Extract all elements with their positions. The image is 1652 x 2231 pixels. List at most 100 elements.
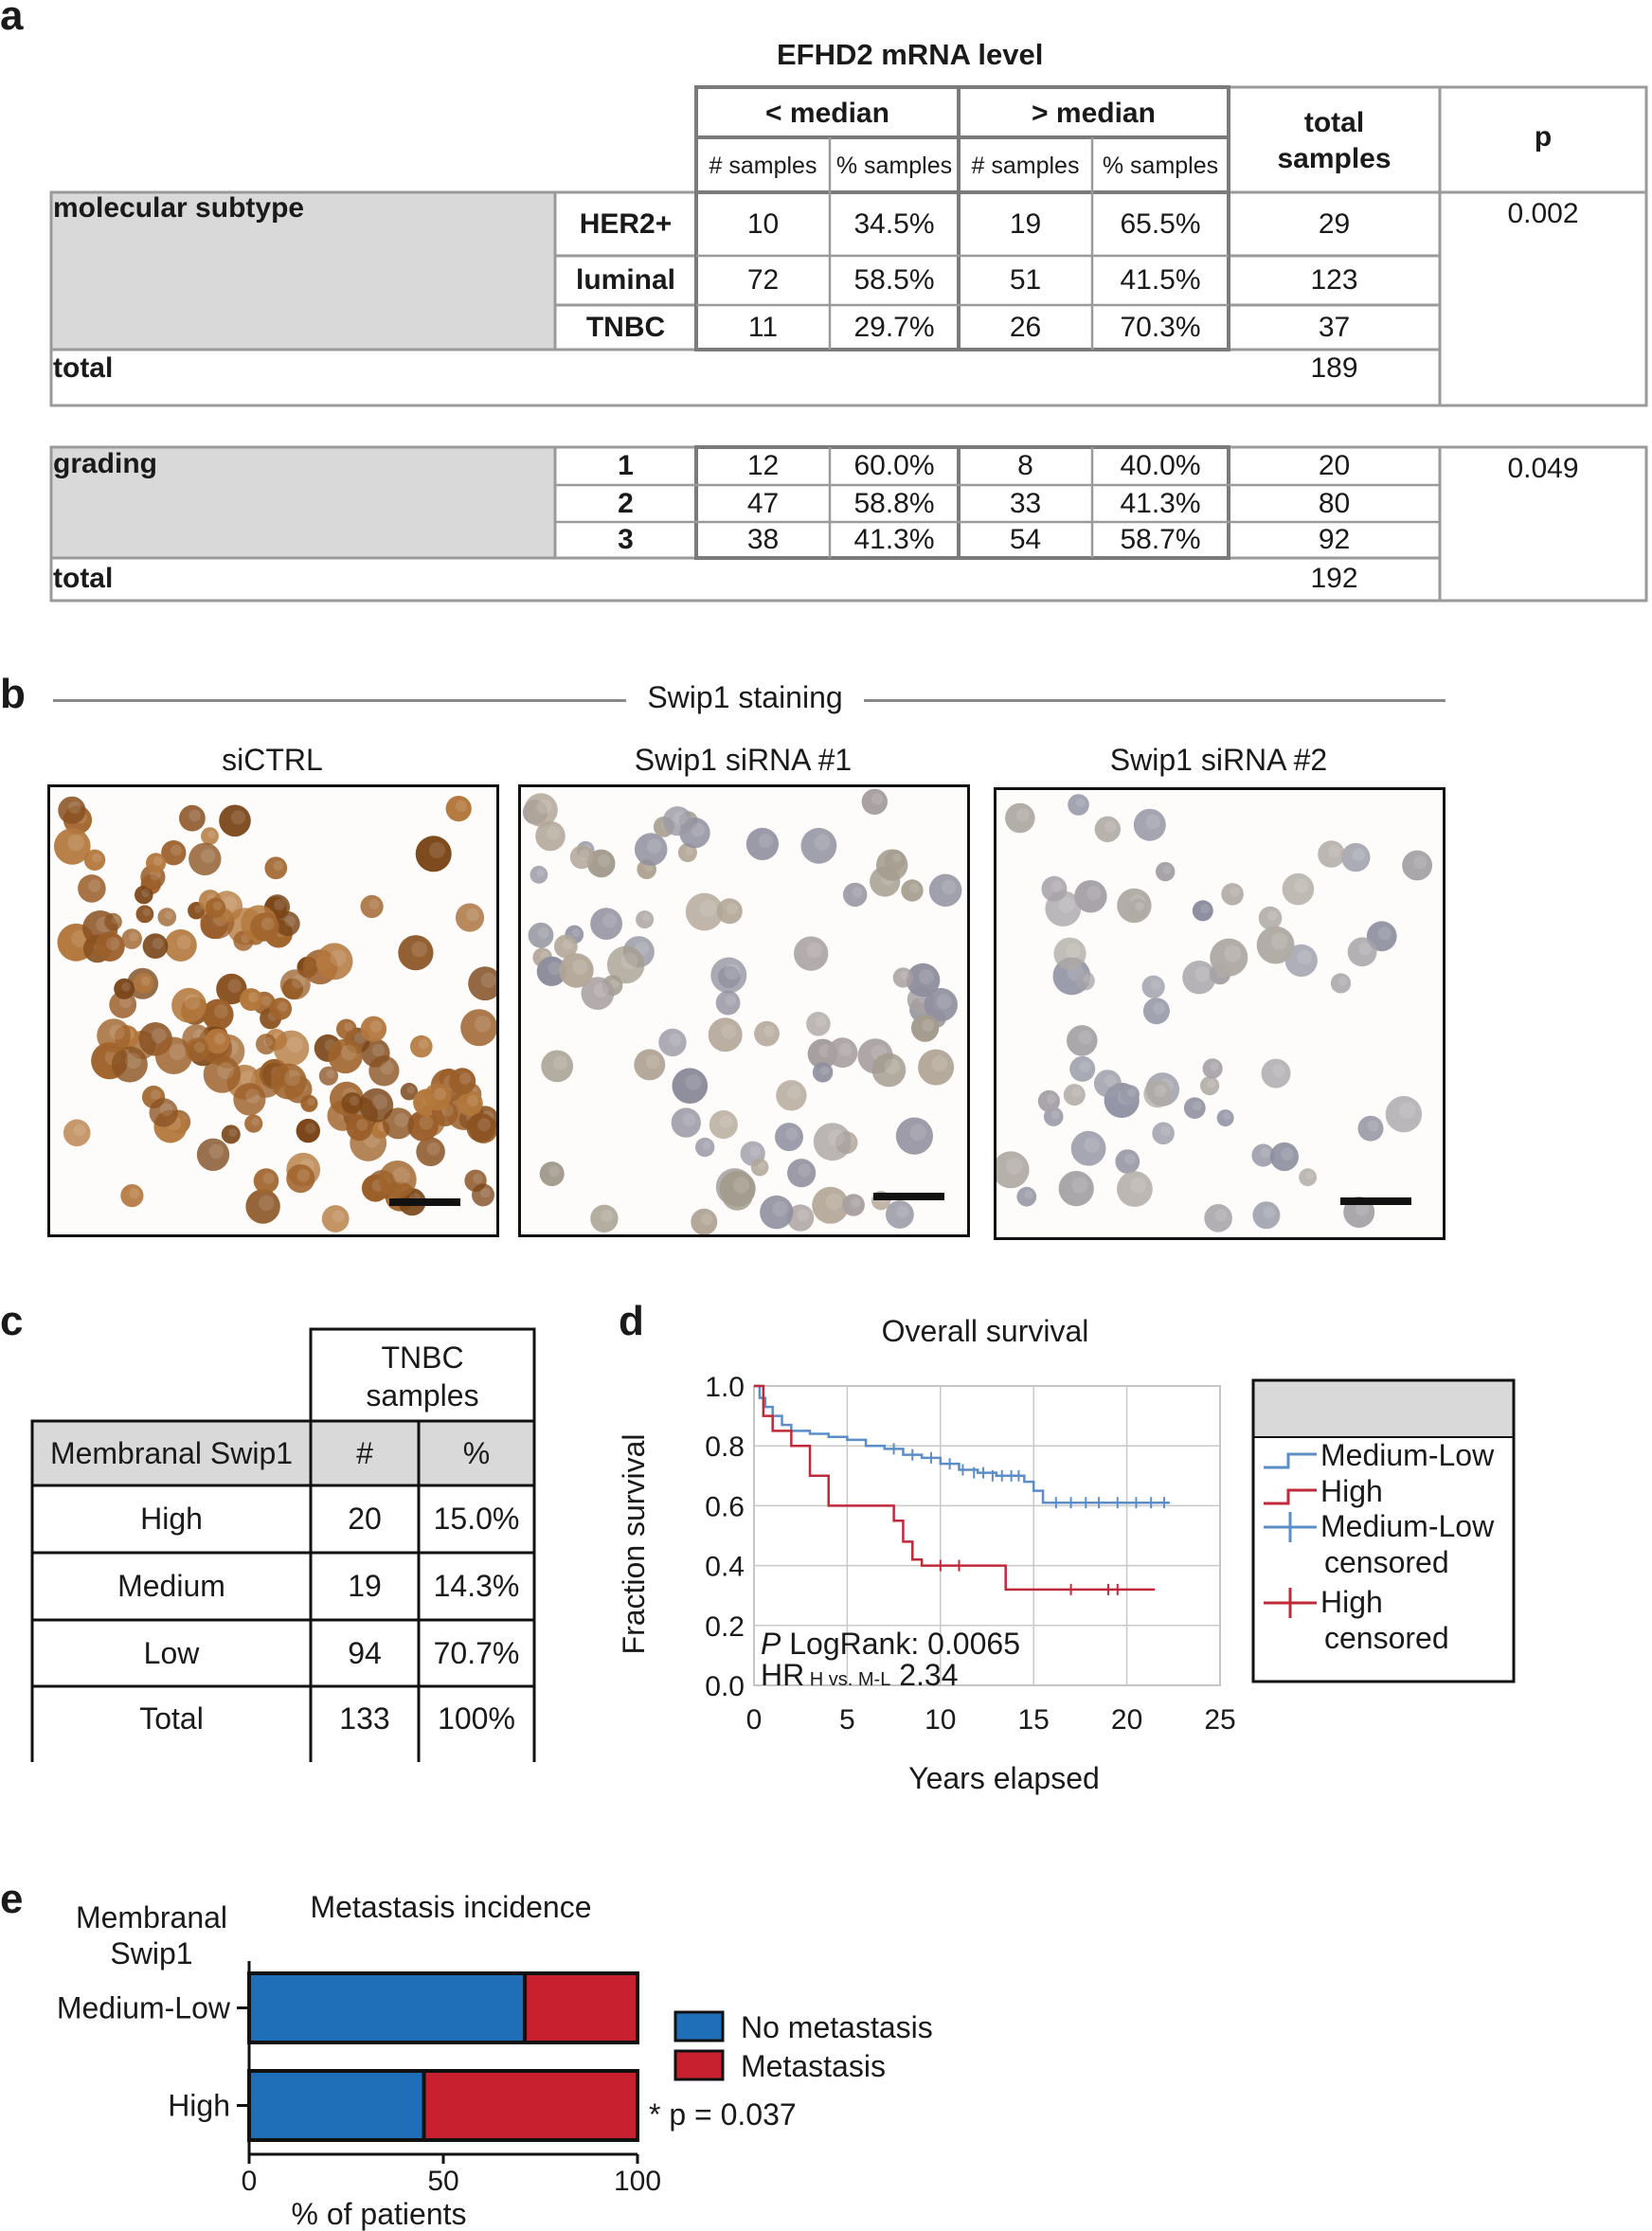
- cell-highlight: [1266, 910, 1278, 922]
- stained-cell: [1120, 1085, 1140, 1105]
- cell-highlight: [251, 1117, 260, 1126]
- cell-highlight: [1160, 1125, 1171, 1137]
- cell-highlight: [141, 889, 151, 897]
- stained-cell: [806, 1012, 831, 1036]
- panel-c-letter: c: [0, 1298, 24, 1344]
- table-cell: 19: [1009, 207, 1042, 240]
- stained-cell: [114, 978, 135, 999]
- stained-cell: [318, 1066, 338, 1086]
- stained-cell: [662, 806, 692, 837]
- p-header: p: [1534, 121, 1553, 153]
- cell-highlight: [1135, 902, 1144, 911]
- table-cell: 20: [348, 1502, 382, 1536]
- cell-highlight: [67, 834, 84, 852]
- stained-cell: [1142, 998, 1170, 1025]
- cell-highlight: [1377, 926, 1392, 941]
- stained-cell: [843, 882, 868, 908]
- cell-highlight: [1145, 814, 1160, 829]
- stained-cell: [1221, 883, 1244, 906]
- stained-cell: [541, 1050, 574, 1083]
- stained-cell: [154, 1036, 193, 1074]
- cell-highlight: [598, 854, 611, 868]
- cell-highlight: [892, 853, 902, 863]
- stained-cell: [524, 793, 558, 827]
- cell-highlight: [159, 1103, 173, 1117]
- stained-cell: [1318, 840, 1345, 868]
- stained-cell: [1282, 873, 1315, 906]
- stained-cell: [1127, 898, 1148, 919]
- stained-cell: [196, 1138, 230, 1171]
- y-tick-label: 0.0: [705, 1671, 745, 1702]
- cell-highlight: [171, 844, 182, 856]
- stained-cell: [164, 928, 197, 962]
- row-medium-label: Medium: [117, 1569, 225, 1603]
- cell-highlight: [1078, 1030, 1092, 1045]
- table-cell: 12: [746, 450, 780, 481]
- cell-highlight: [189, 809, 201, 822]
- stained-cell: [671, 1107, 701, 1138]
- category-label: High: [168, 2089, 230, 2123]
- cell-highlight: [721, 1023, 737, 1039]
- table-cell: 133: [339, 1701, 390, 1736]
- cell-highlight: [702, 1141, 711, 1150]
- cell-highlight: [426, 1142, 440, 1156]
- molecular-subtype-label: molecular subtype: [53, 192, 305, 224]
- cell-highlight: [380, 1061, 394, 1075]
- table-cell: 51: [1009, 264, 1042, 296]
- panel-a-table-lines: [49, 85, 1648, 603]
- stained-cell: [634, 1049, 666, 1081]
- legend-label: Medium-Low: [1320, 1509, 1495, 1543]
- stained-cell: [719, 1170, 756, 1207]
- grade-2: 2: [618, 487, 634, 519]
- stained-cell: [121, 928, 142, 949]
- cell-highlight: [455, 800, 467, 812]
- cell-highlight: [757, 1161, 766, 1170]
- stained-cell: [368, 1055, 400, 1087]
- cell-highlight: [699, 899, 717, 917]
- legend-label: No metastasis: [741, 2010, 933, 2044]
- cell-highlight: [1130, 1177, 1147, 1194]
- stained-cell: [928, 873, 962, 908]
- table-cell: 123: [1310, 264, 1358, 296]
- cell-highlight: [458, 1072, 472, 1085]
- micrograph-sirna1: [518, 784, 970, 1237]
- stained-cell: [1141, 975, 1165, 999]
- table-cell: 37: [1318, 311, 1351, 343]
- legend-label: censored: [1324, 1621, 1449, 1655]
- legend-swatch: [1264, 1488, 1317, 1505]
- cell-highlight: [1015, 808, 1030, 822]
- stained-cell: [1016, 1186, 1037, 1207]
- stained-cell: [171, 987, 206, 1023]
- cell-highlight: [151, 1028, 167, 1044]
- stained-cell: [794, 936, 829, 971]
- cell-highlight: [428, 841, 446, 859]
- cell-highlight: [350, 1096, 360, 1107]
- cell-highlight: [1367, 1120, 1379, 1132]
- cell-highlight: [1162, 865, 1172, 874]
- stained-cell: [83, 849, 106, 871]
- stained-cell: [812, 1186, 850, 1224]
- cell-highlight: [418, 1038, 429, 1050]
- table-cell: 72: [746, 264, 780, 296]
- cell-highlight: [1223, 1112, 1231, 1121]
- cell-highlight: [806, 942, 822, 959]
- stained-cell: [279, 969, 311, 1000]
- table-cell: 65.5%: [1120, 207, 1201, 240]
- cell-highlight: [1104, 1074, 1117, 1088]
- stained-cell: [691, 1208, 718, 1234]
- stained-cell: [827, 1037, 858, 1069]
- cell-highlight: [1084, 1137, 1101, 1153]
- cell-highlight: [838, 1043, 853, 1057]
- cell-highlight: [1154, 1085, 1167, 1098]
- cell-highlight: [480, 972, 496, 988]
- total-samples-header: total samples: [1277, 107, 1392, 174]
- cell-highlight: [814, 834, 831, 851]
- stained-cell: [1330, 973, 1352, 994]
- table-cell: 70.3%: [1120, 311, 1201, 343]
- title-rule-left: [53, 699, 626, 702]
- stained-cell: [745, 827, 779, 860]
- stained-cell: [95, 931, 125, 962]
- stained-cell: [341, 1092, 364, 1114]
- y-tick-label: 0.6: [705, 1491, 745, 1522]
- panel-b-letter: b: [0, 671, 26, 717]
